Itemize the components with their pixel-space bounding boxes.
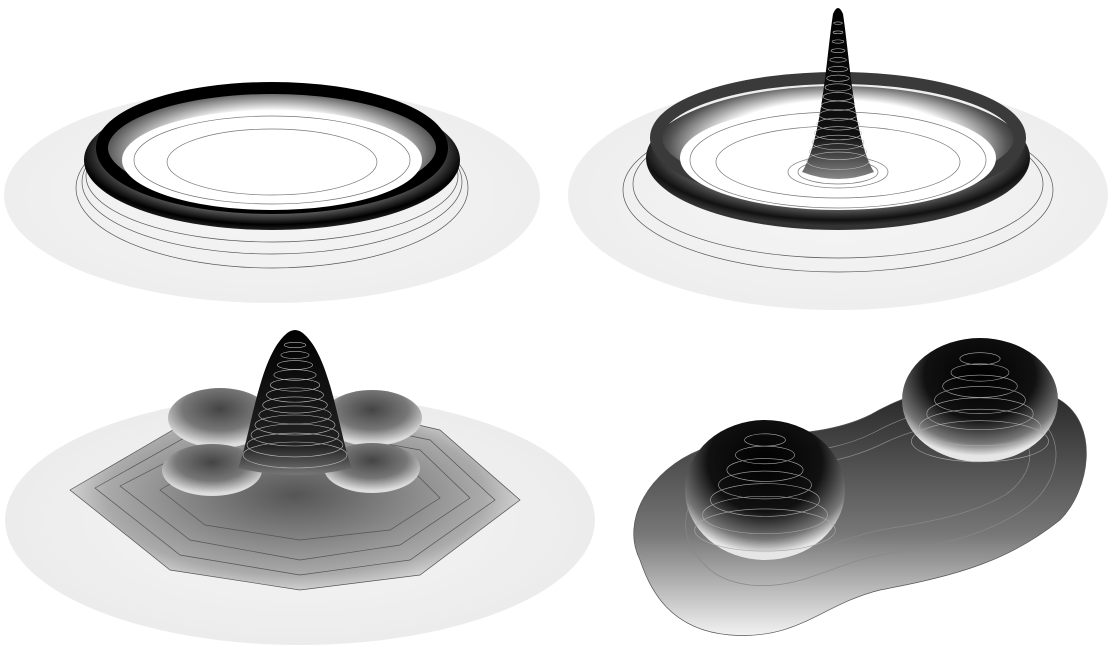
contour-band xyxy=(718,470,812,500)
contour-band xyxy=(816,117,860,131)
contour-band xyxy=(277,360,313,370)
contour-band xyxy=(934,386,1026,414)
contour-band xyxy=(269,378,321,392)
contour-band xyxy=(832,30,844,35)
contour-band xyxy=(710,483,820,517)
contour-band xyxy=(250,423,340,447)
bump-front-right xyxy=(324,443,420,493)
contour-band xyxy=(246,432,344,458)
contour-band xyxy=(831,39,845,44)
contour-band xyxy=(830,48,846,53)
contour-band xyxy=(918,408,1042,447)
peak-right xyxy=(902,338,1058,462)
central-spike xyxy=(802,8,874,179)
contour-band xyxy=(833,21,843,25)
contour-band xyxy=(702,495,828,535)
peak-left xyxy=(685,420,845,560)
inner-contours xyxy=(133,115,411,205)
contour-band xyxy=(829,57,847,63)
contour-band xyxy=(283,341,307,349)
contour-band xyxy=(959,352,1001,366)
contour-band xyxy=(242,441,348,469)
contour-band xyxy=(950,363,1010,382)
contour-band xyxy=(266,387,324,403)
contour-band xyxy=(809,143,867,160)
peak-bumps-surface-panel xyxy=(5,330,595,645)
contour-band xyxy=(735,445,795,465)
contour-band xyxy=(820,100,856,111)
bump-left xyxy=(168,388,272,448)
peak-contours xyxy=(242,341,348,469)
spike-contours xyxy=(806,21,870,170)
contour-band xyxy=(254,414,336,436)
two-peaks-surface-panel xyxy=(633,338,1087,636)
contour-band xyxy=(694,508,836,552)
bump-front-left xyxy=(162,444,262,496)
contour-band xyxy=(824,83,852,92)
ring-surface-panel xyxy=(4,82,540,303)
contour-band xyxy=(811,134,865,151)
contour-band xyxy=(942,374,1018,398)
peak-contours xyxy=(694,352,1049,552)
contour-band xyxy=(826,74,850,82)
contour-band xyxy=(926,397,1034,431)
contour-band xyxy=(262,396,328,414)
central-peak xyxy=(238,330,352,475)
bump-right xyxy=(322,390,422,446)
contour-band xyxy=(726,458,804,482)
contour-band xyxy=(280,351,310,359)
contour-band xyxy=(822,92,854,102)
contour-band xyxy=(828,66,848,73)
contour-band xyxy=(911,420,1049,463)
contour-band xyxy=(814,126,862,141)
contour-band xyxy=(806,151,870,170)
contour-band xyxy=(273,369,317,381)
ring-spike-surface-panel xyxy=(568,8,1108,310)
contour-band xyxy=(818,109,858,121)
